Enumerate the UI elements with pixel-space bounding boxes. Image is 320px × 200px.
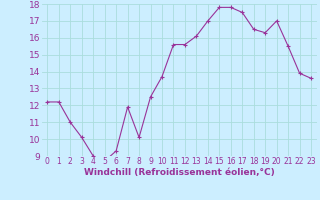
X-axis label: Windchill (Refroidissement éolien,°C): Windchill (Refroidissement éolien,°C) bbox=[84, 168, 275, 177]
